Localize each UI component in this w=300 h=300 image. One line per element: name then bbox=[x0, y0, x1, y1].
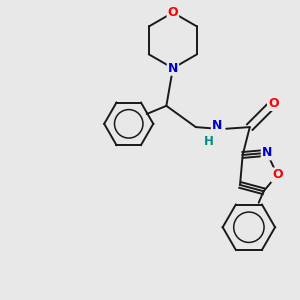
Text: N: N bbox=[212, 119, 222, 132]
Text: N: N bbox=[168, 62, 178, 75]
Text: O: O bbox=[268, 97, 279, 110]
Text: O: O bbox=[272, 169, 283, 182]
Text: H: H bbox=[204, 135, 214, 148]
Text: N: N bbox=[262, 146, 272, 159]
Text: O: O bbox=[168, 6, 178, 19]
